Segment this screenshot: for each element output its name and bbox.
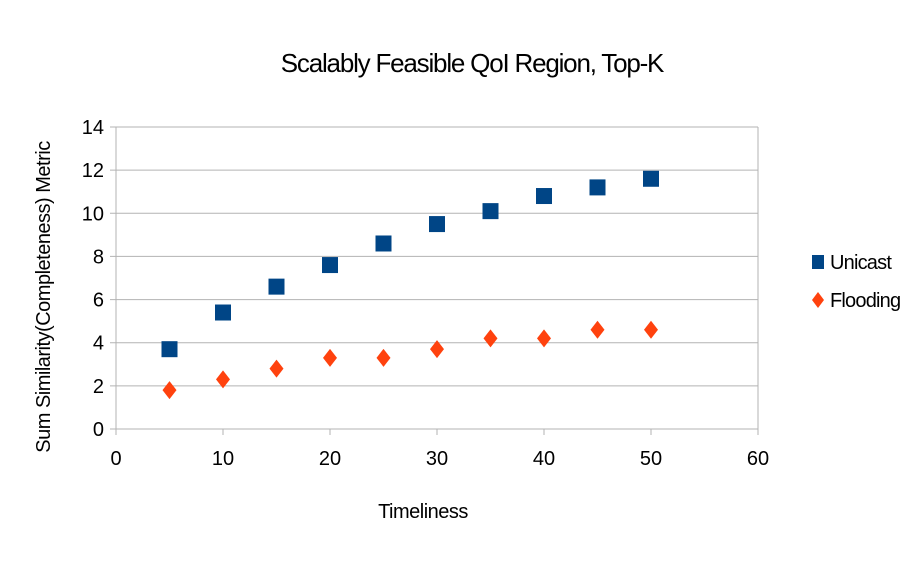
series-unicast (161, 170, 659, 358)
flooding-point (537, 329, 551, 348)
flooding-point (269, 359, 284, 378)
x-tick-labels: 0 10 20 30 40 50 60 (110, 448, 769, 470)
y-tick-label: 4 (93, 333, 104, 355)
data-series (161, 170, 659, 400)
y-tick-label: 8 (93, 246, 104, 268)
axes (115, 127, 759, 435)
legend-label: Unicast (830, 252, 892, 274)
y-tick-label: 14 (82, 117, 104, 139)
x-tick-label: 40 (533, 448, 555, 470)
legend-label: Flooding (830, 290, 900, 312)
unicast-point (482, 203, 499, 220)
x-tick-label: 30 (426, 448, 448, 470)
unicast-point (322, 257, 338, 274)
flooding-point (216, 370, 230, 389)
legend-square-marker (812, 255, 824, 269)
y-tick-label: 12 (82, 160, 104, 182)
x-tick-label: 10 (212, 448, 234, 470)
flooding-point (483, 329, 498, 348)
legend-item-unicast: Unicast (812, 252, 893, 274)
x-tick-label: 50 (640, 448, 662, 470)
x-tick-label: 0 (110, 448, 121, 470)
x-tick-label: 60 (747, 448, 769, 470)
x-tick-label: 20 (319, 448, 341, 470)
y-tick-label: 10 (82, 203, 104, 225)
unicast-point (429, 216, 445, 233)
unicast-point (589, 179, 606, 196)
legend-diamond-marker (812, 292, 824, 308)
flooding-point (590, 320, 605, 339)
grid-lines (110, 126, 758, 430)
unicast-point (643, 170, 659, 187)
unicast-point (215, 304, 231, 321)
flooding-point (644, 320, 658, 339)
flooding-point (430, 340, 444, 359)
legend-item-flooding: Flooding (812, 290, 901, 312)
series-flooding (162, 320, 658, 400)
y-tick-label: 2 (93, 376, 104, 398)
y-axis-label: Sum Similarity(Completeness) Metric (33, 141, 55, 453)
x-axis-label: Timeliness (378, 501, 468, 523)
flooding-point (162, 381, 177, 400)
unicast-point (375, 235, 392, 252)
y-tick-labels: 0 2 4 6 8 10 12 14 (82, 117, 104, 441)
unicast-point (268, 278, 285, 295)
y-tick-label: 0 (93, 419, 104, 441)
flooding-point (323, 348, 337, 367)
chart-title: Scalably Feasible QoI Region, Top-K (281, 48, 665, 78)
flooding-point (376, 348, 391, 367)
y-tick-label: 6 (93, 290, 104, 312)
unicast-point (536, 188, 552, 205)
unicast-point (161, 341, 178, 358)
legend: Unicast Flooding (812, 252, 901, 312)
